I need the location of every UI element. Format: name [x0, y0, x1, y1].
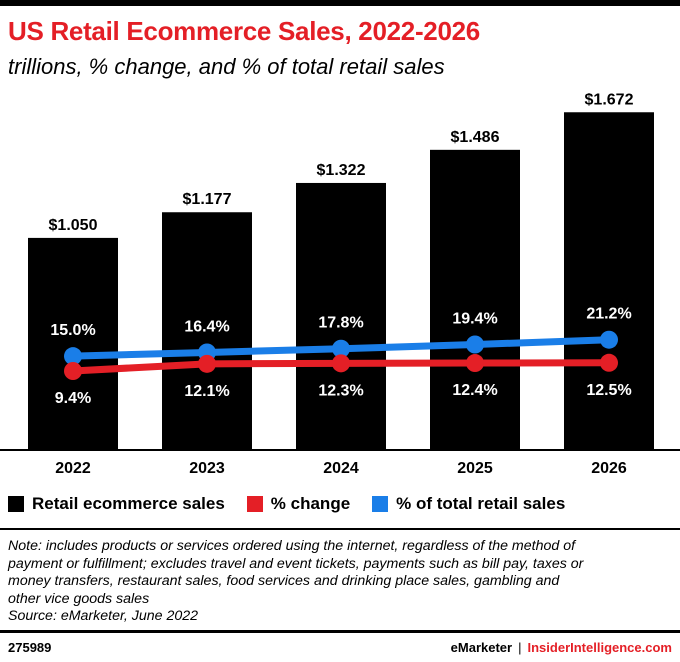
footer-separator: |: [518, 640, 522, 655]
percent-of-total-point-2022: [64, 347, 82, 366]
x-tick-label: 2022: [55, 460, 91, 477]
percent-of-total-label: 19.4%: [452, 311, 497, 328]
percent-of-total-label: 15.0%: [50, 322, 95, 339]
chart-id: 275989: [8, 640, 52, 655]
x-tick-label: 2026: [591, 460, 627, 477]
percent-of-total-label: 21.2%: [586, 306, 631, 323]
percent-change-label: 12.4%: [452, 382, 497, 399]
bar-value-label: $1.050: [49, 217, 98, 234]
percent-change-point-2026: [600, 353, 618, 372]
legend: Retail ecommerce sales % change % of tot…: [8, 492, 587, 516]
note-line: money transfers, restaurant sales, food …: [8, 573, 560, 589]
legend-label: Retail ecommerce sales: [32, 494, 225, 513]
top-rule: [0, 0, 680, 6]
percent-change-label: 12.3%: [318, 382, 363, 399]
percent-change-label: 9.4%: [55, 390, 91, 407]
bar-2023: [162, 212, 252, 450]
legend-label: % change: [270, 494, 351, 513]
bar-2022: [28, 237, 118, 450]
bar-2026: [564, 112, 654, 451]
chart-note: Note: includes products or services orde…: [8, 538, 672, 626]
percent-change-point-2023: [198, 354, 216, 373]
combo-chart: $1.050 $1.177 $1.322 $1.486 $1.672 2022 2023 20…: [0, 91, 680, 477]
bar-value-label: $1.486: [451, 129, 500, 146]
x-tick-label: 2023: [189, 460, 225, 477]
percent-change-label: 12.5%: [586, 382, 631, 399]
footer-divider: [0, 630, 680, 633]
brand-emarketer: eMarketer: [450, 640, 513, 655]
percent-of-total-label: 16.4%: [184, 318, 229, 335]
bar-value-label: $1.672: [585, 91, 634, 108]
bar-value-label: $1.177: [183, 191, 232, 208]
legend-item-percent-total-retail: % of total retail sales: [372, 494, 565, 514]
legend-swatch: [246, 496, 263, 512]
legend-swatch: [8, 496, 24, 512]
legend-item-ecommerce-sales: Retail ecommerce sales: [8, 494, 225, 514]
percent-of-total-label: 17.8%: [318, 315, 363, 332]
source-line: Source: eMarketer, June 2022: [8, 608, 199, 624]
note-line: Note: includes products or services orde…: [8, 538, 576, 554]
percent-change-point-2022: [64, 362, 82, 380]
percent-of-total-point-2024: [332, 339, 350, 358]
brand-insider-intelligence: InsiderIntelligence.com: [527, 640, 673, 655]
bar-2024: [296, 182, 386, 450]
note-line: payment or fulfillment; excludes travel …: [8, 555, 584, 572]
footer-brand: eMarketer | InsiderIntelligence.com: [451, 640, 672, 655]
note-line: other vice goods sales: [8, 590, 150, 607]
bar-2025: [430, 149, 520, 450]
percent-change-point-2024: [332, 354, 350, 373]
legend-swatch: [372, 496, 389, 512]
legend-label: % of total retail sales: [396, 494, 566, 513]
percent-of-total-point-2026: [600, 330, 618, 349]
chart-title: US Retail Ecommerce Sales, 2022-2026: [8, 16, 480, 46]
percent-change-point-2025: [466, 354, 484, 373]
chart-subtitle: trillions, % change, and % of total reta…: [8, 54, 445, 79]
x-tick-label: 2024: [323, 460, 359, 477]
bar-value-label: $1.322: [317, 162, 366, 179]
note-divider: [0, 528, 680, 530]
legend-item-percent-change: % change: [246, 494, 351, 514]
x-tick-label: 2025: [457, 460, 493, 477]
percent-change-label: 12.1%: [184, 383, 229, 400]
percent-of-total-point-2025: [466, 335, 484, 354]
